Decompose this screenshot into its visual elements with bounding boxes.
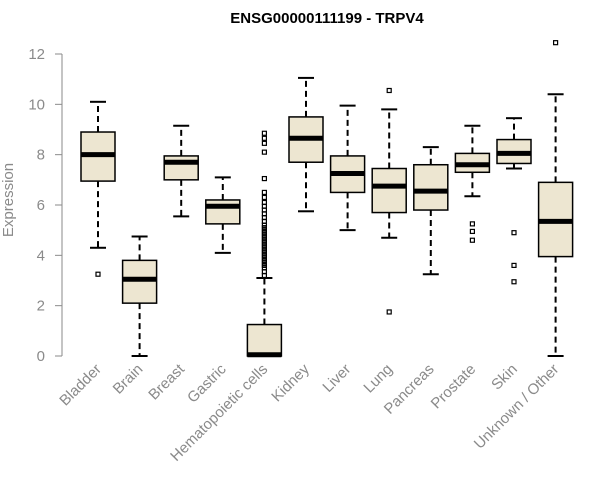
box-bladder <box>80 100 116 277</box>
x-tick-label: Breast <box>145 360 188 403</box>
y-tick-label: 10 <box>28 96 45 113</box>
box-series <box>80 40 574 358</box>
y-tick-label: 12 <box>28 46 45 63</box>
y-axis-label: Expression <box>0 163 17 237</box>
x-tick-label: Lung <box>360 361 396 397</box>
outlier-point <box>386 87 392 94</box>
box-pancreas <box>413 146 449 276</box>
outlier-point <box>261 140 267 146</box>
box-lung <box>371 87 407 315</box>
outlier-point <box>511 230 517 236</box>
box-skin <box>496 117 532 285</box>
x-tick-label: Kidney <box>268 360 313 405</box>
box-brain <box>121 235 158 357</box>
y-axis: 0 2 4 6 8 10 12 <box>28 46 63 365</box>
x-tick-label: Skin <box>488 361 521 394</box>
outlier-point <box>95 271 101 277</box>
box-hematopoietic-cells <box>246 130 283 358</box>
outlier-point <box>511 279 517 285</box>
x-tick-label: Prostate <box>428 361 480 413</box>
outlier-point <box>261 199 267 206</box>
y-tick-label: 2 <box>37 298 45 315</box>
x-tick-label: Bladder <box>56 361 105 410</box>
box-iqr <box>205 199 241 225</box>
y-tick-label: 0 <box>37 348 45 365</box>
box-breast <box>163 124 199 218</box>
outlier-point <box>552 40 559 46</box>
outlier-point <box>469 237 475 243</box>
outlier-point <box>261 149 267 155</box>
outlier-point <box>261 189 267 196</box>
x-tick-label: Liver <box>319 361 354 396</box>
y-tick-label: 6 <box>37 197 45 214</box>
outlier-point <box>469 221 475 227</box>
box-iqr <box>246 323 283 357</box>
outlier-point <box>261 194 267 201</box>
y-tick-label: 4 <box>37 247 45 264</box>
box-kidney <box>288 76 324 213</box>
box-iqr <box>371 167 407 214</box>
box-liver <box>329 104 366 232</box>
outlier-point <box>261 175 267 182</box>
outlier-point <box>261 135 267 141</box>
box-iqr <box>121 259 158 304</box>
outlier-point <box>511 262 517 268</box>
chart-title: ENSG00000111199 - TRPV4 <box>230 10 424 27</box>
box-unknown-other <box>537 40 574 357</box>
x-tick-label: Brain <box>110 361 147 398</box>
box-iqr <box>163 155 199 181</box>
box-prostate <box>454 124 491 243</box>
box-gastric <box>205 176 241 254</box>
outlier-point <box>261 130 267 136</box>
outlier-point <box>386 309 392 315</box>
box-iqr <box>413 163 449 211</box>
y-tick-label: 8 <box>37 147 45 164</box>
outlier-point <box>469 228 475 235</box>
